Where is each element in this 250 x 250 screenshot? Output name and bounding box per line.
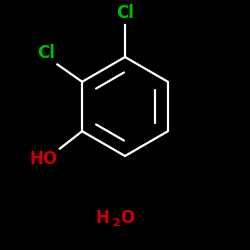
Text: HO: HO xyxy=(29,150,58,168)
Text: Cl: Cl xyxy=(37,44,55,62)
Text: H: H xyxy=(95,209,109,227)
Text: O: O xyxy=(120,209,134,227)
Text: 2: 2 xyxy=(112,218,120,228)
Text: Cl: Cl xyxy=(116,4,134,22)
